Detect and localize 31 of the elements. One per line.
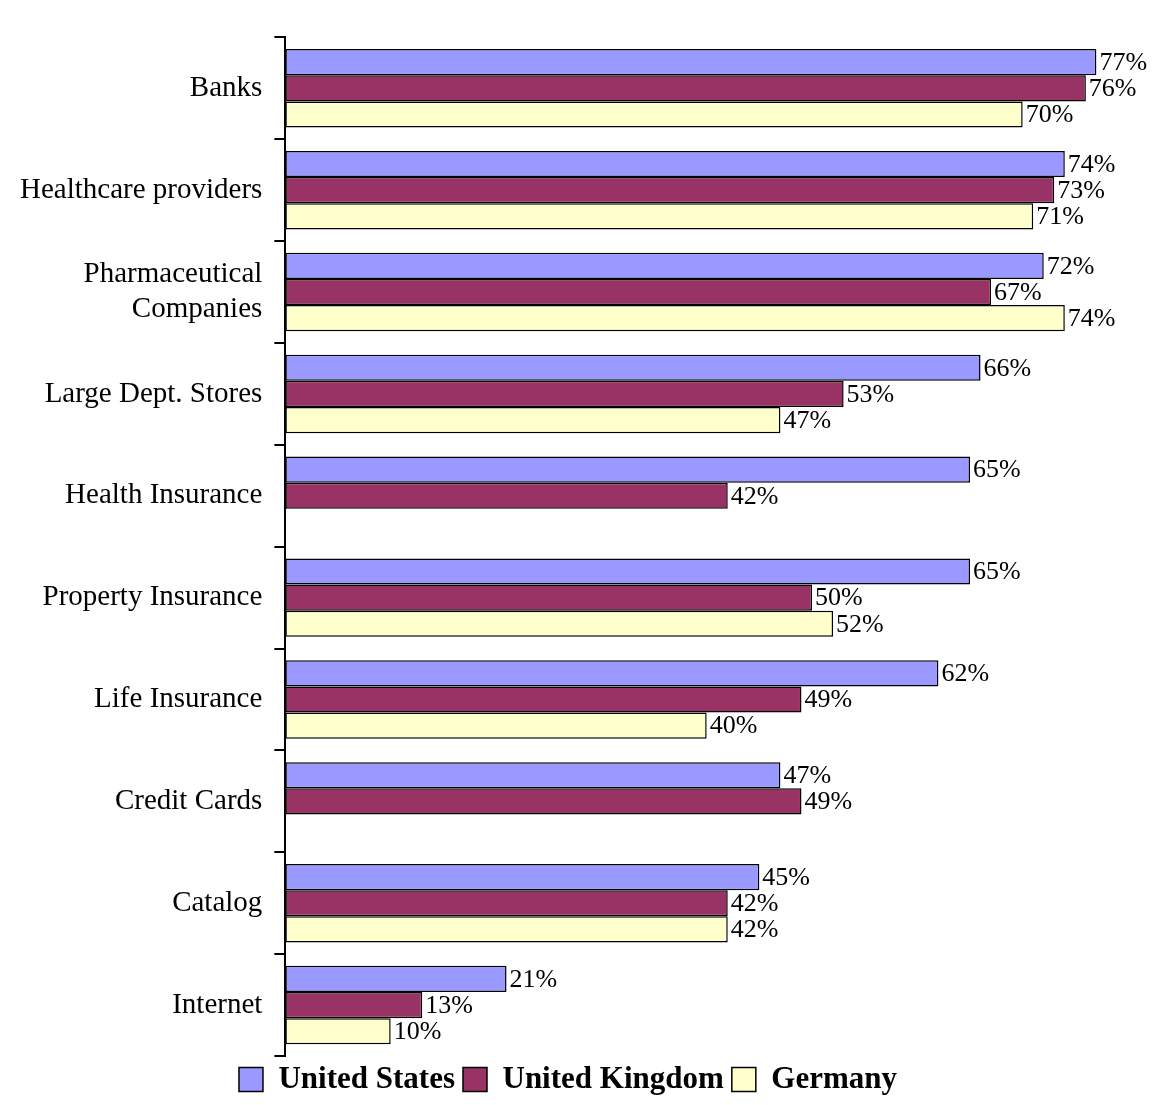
data-label: 65% — [973, 454, 1021, 484]
data-label: 74% — [1067, 303, 1116, 333]
data-label: 70% — [1025, 99, 1074, 129]
data-label: 72% — [1046, 250, 1095, 280]
data-label: 49% — [804, 684, 853, 714]
y-tick-label: Catalog — [172, 884, 263, 917]
legend-label: United States — [278, 1059, 455, 1095]
data-label: 40% — [709, 710, 758, 740]
data-label: 13% — [425, 989, 473, 1019]
y-tick-label: Healthcare providers — [19, 171, 263, 204]
data-label: 10% — [393, 1016, 442, 1046]
y-tick-label: Banks — [189, 69, 263, 102]
data-label: 74% — [1067, 148, 1116, 178]
data-label: 66% — [983, 352, 1032, 382]
y-tick-label: Health Insurance — [65, 477, 263, 510]
y-tick-label: Internet — [172, 986, 263, 1019]
data-label: 65% — [973, 556, 1021, 586]
data-label: 45% — [762, 861, 811, 891]
y-tick-label: Property Insurance — [42, 579, 263, 612]
y-tick-label: Pharmaceutical Companies — [83, 256, 263, 324]
y-tick-label: Credit Cards — [114, 782, 263, 815]
data-label: 53% — [846, 378, 895, 408]
y-tick-label: Life Insurance — [94, 681, 263, 714]
legend-label: Germany — [771, 1059, 898, 1095]
data-label: 67% — [994, 276, 1042, 306]
legend-label: United Kingdom — [502, 1059, 725, 1095]
data-label: 21% — [509, 963, 558, 993]
data-label: 47% — [783, 404, 832, 434]
y-tick-label: Large Dept. Stores — [44, 375, 263, 408]
data-label: 42% — [730, 480, 779, 510]
data-label: 62% — [941, 658, 990, 688]
